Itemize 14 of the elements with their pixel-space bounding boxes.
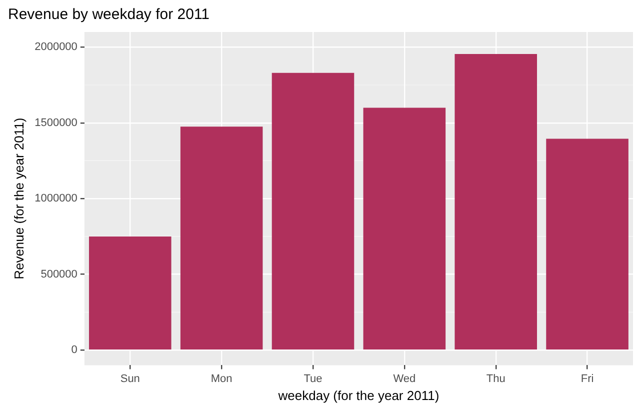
x-tick-label: Mon (210, 372, 232, 385)
x-tick-label: Sun (120, 372, 140, 385)
y-tick-label: 500000 (40, 268, 78, 280)
x-tick-label: Fri (580, 372, 594, 385)
y-tick-label: 1500000 (34, 116, 78, 129)
x-tick-label: Tue (304, 372, 322, 385)
y-tick-label: 0 (71, 344, 78, 356)
x-axis-title: weekday (for the year 2011) (277, 388, 440, 403)
y-tick-label: 1000000 (34, 192, 78, 205)
x-tick-label: Wed (393, 372, 416, 385)
chart-title: Revenue by weekday for 2011 (8, 6, 210, 24)
x-tick-label: Thu (486, 372, 506, 385)
y-tick-label: 2000000 (34, 41, 78, 54)
y-axis-title: Revenue (for the year 2011) (11, 118, 26, 280)
